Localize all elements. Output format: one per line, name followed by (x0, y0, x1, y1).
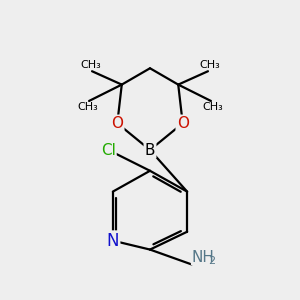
Text: Cl: Cl (101, 142, 116, 158)
Text: CH₃: CH₃ (199, 60, 220, 70)
Text: B: B (145, 142, 155, 158)
Text: CH₃: CH₃ (80, 60, 101, 70)
Text: 2: 2 (208, 256, 215, 266)
Text: CH₃: CH₃ (77, 102, 98, 112)
Text: CH₃: CH₃ (202, 102, 223, 112)
Text: NH: NH (192, 250, 214, 265)
Text: O: O (111, 116, 123, 131)
Text: O: O (177, 116, 189, 131)
Text: N: N (106, 232, 119, 250)
